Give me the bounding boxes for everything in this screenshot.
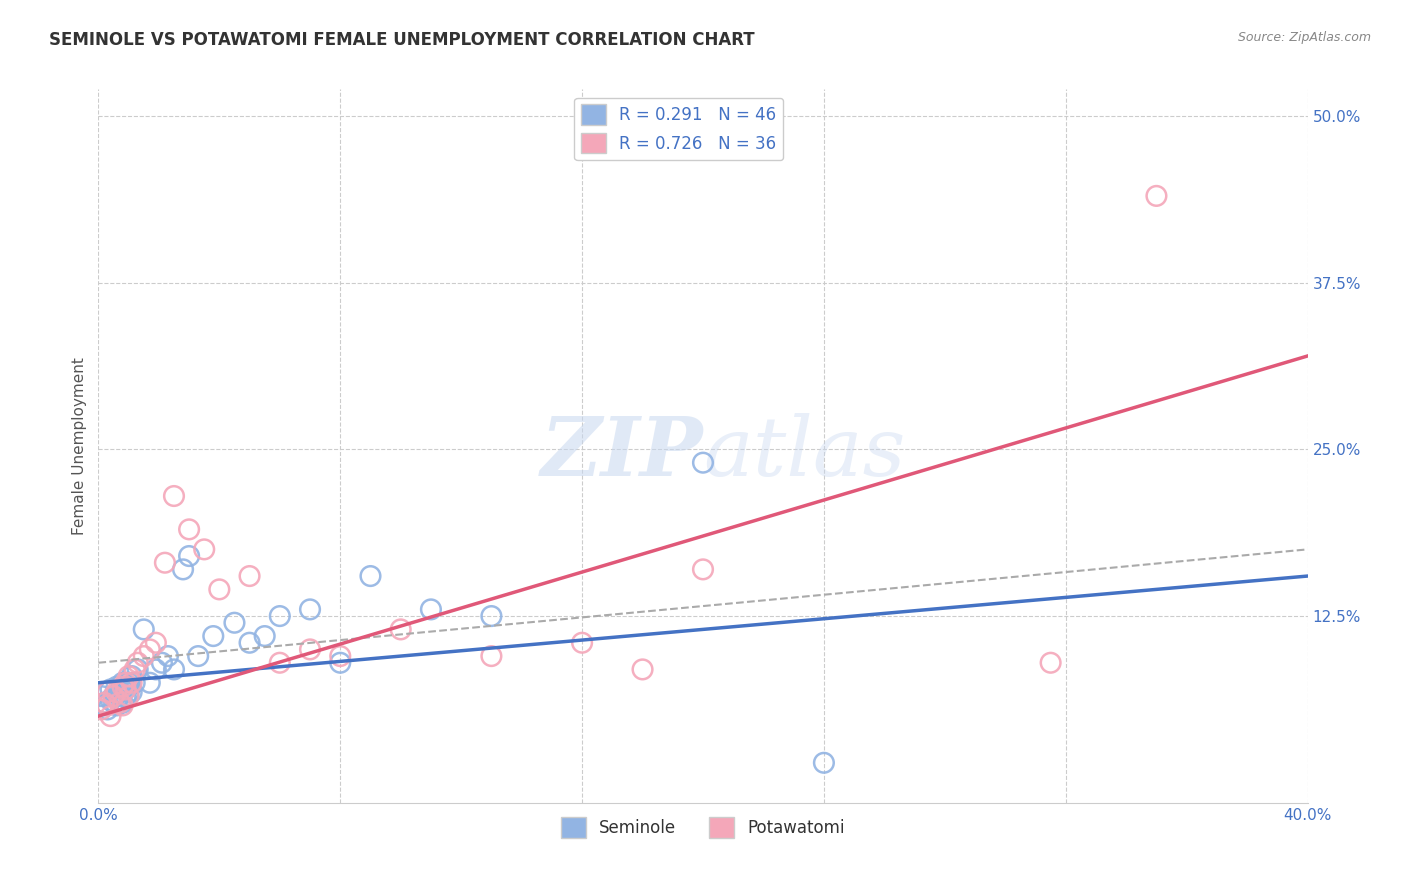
- Point: [163, 489, 186, 503]
- Point: [692, 456, 714, 470]
- Point: [631, 662, 654, 676]
- Point: [420, 602, 443, 616]
- Point: [105, 685, 128, 699]
- Point: [111, 696, 134, 710]
- Point: [360, 569, 382, 583]
- Point: [1039, 656, 1062, 670]
- Point: [114, 689, 136, 703]
- Point: [90, 702, 112, 716]
- Point: [100, 682, 122, 697]
- Point: [93, 698, 115, 713]
- Point: [145, 662, 167, 676]
- Point: [179, 549, 201, 563]
- Point: [1144, 189, 1167, 203]
- Point: [269, 656, 291, 670]
- Point: [329, 656, 352, 670]
- Point: [172, 562, 194, 576]
- Point: [118, 680, 141, 694]
- Point: [111, 680, 134, 694]
- Point: [813, 756, 835, 770]
- Point: [202, 629, 225, 643]
- Y-axis label: Female Unemployment: Female Unemployment: [72, 357, 87, 535]
- Point: [145, 636, 167, 650]
- Point: [103, 689, 125, 703]
- Text: atlas: atlas: [703, 413, 905, 493]
- Point: [481, 609, 503, 624]
- Point: [150, 656, 173, 670]
- Point: [118, 685, 141, 699]
- Point: [118, 689, 141, 703]
- Point: [96, 702, 118, 716]
- Point: [100, 709, 122, 723]
- Point: [127, 656, 149, 670]
- Point: [179, 522, 201, 536]
- Text: Source: ZipAtlas.com: Source: ZipAtlas.com: [1237, 31, 1371, 45]
- Point: [239, 636, 262, 650]
- Point: [132, 649, 155, 664]
- Point: [100, 693, 122, 707]
- Point: [481, 649, 503, 664]
- Point: [121, 669, 143, 683]
- Text: ZIP: ZIP: [540, 413, 703, 493]
- Point: [163, 662, 186, 676]
- Point: [105, 698, 128, 713]
- Point: [132, 623, 155, 637]
- Point: [93, 696, 115, 710]
- Point: [153, 556, 176, 570]
- Point: [299, 602, 322, 616]
- Point: [193, 542, 215, 557]
- Point: [108, 689, 131, 703]
- Point: [121, 685, 143, 699]
- Point: [139, 675, 162, 690]
- Point: [114, 682, 136, 697]
- Point: [139, 642, 162, 657]
- Point: [571, 636, 593, 650]
- Point: [124, 662, 146, 676]
- Point: [224, 615, 246, 630]
- Point: [127, 662, 149, 676]
- Point: [124, 675, 146, 690]
- Point: [114, 675, 136, 690]
- Point: [329, 649, 352, 664]
- Point: [111, 682, 134, 697]
- Point: [269, 609, 291, 624]
- Point: [692, 562, 714, 576]
- Point: [299, 642, 322, 657]
- Point: [93, 696, 115, 710]
- Point: [239, 569, 262, 583]
- Point: [105, 680, 128, 694]
- Point: [96, 698, 118, 713]
- Point: [111, 698, 134, 713]
- Point: [208, 582, 231, 597]
- Point: [108, 696, 131, 710]
- Point: [156, 649, 179, 664]
- Point: [108, 685, 131, 699]
- Point: [389, 623, 412, 637]
- Point: [96, 685, 118, 699]
- Point: [114, 682, 136, 697]
- Legend: Seminole, Potawatomi: Seminole, Potawatomi: [554, 811, 852, 845]
- Point: [103, 696, 125, 710]
- Point: [187, 649, 209, 664]
- Point: [103, 689, 125, 703]
- Point: [253, 629, 276, 643]
- Point: [90, 689, 112, 703]
- Point: [121, 675, 143, 690]
- Point: [118, 669, 141, 683]
- Text: SEMINOLE VS POTAWATOMI FEMALE UNEMPLOYMENT CORRELATION CHART: SEMINOLE VS POTAWATOMI FEMALE UNEMPLOYME…: [49, 31, 755, 49]
- Point: [96, 685, 118, 699]
- Point: [118, 675, 141, 690]
- Point: [111, 675, 134, 690]
